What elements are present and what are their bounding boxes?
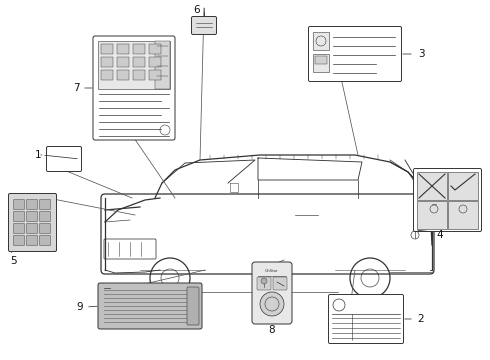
FancyBboxPatch shape [192, 17, 217, 35]
FancyBboxPatch shape [117, 57, 129, 67]
FancyBboxPatch shape [117, 70, 129, 80]
FancyBboxPatch shape [26, 212, 38, 221]
FancyBboxPatch shape [40, 224, 50, 234]
FancyBboxPatch shape [47, 147, 81, 171]
FancyBboxPatch shape [117, 44, 129, 54]
Text: 4: 4 [437, 230, 443, 240]
FancyBboxPatch shape [149, 57, 161, 67]
FancyBboxPatch shape [309, 27, 401, 81]
FancyBboxPatch shape [101, 57, 113, 67]
FancyBboxPatch shape [417, 172, 447, 200]
FancyBboxPatch shape [101, 70, 113, 80]
FancyBboxPatch shape [98, 41, 170, 89]
FancyBboxPatch shape [417, 201, 447, 229]
FancyBboxPatch shape [101, 44, 113, 54]
FancyBboxPatch shape [40, 212, 50, 221]
FancyBboxPatch shape [414, 168, 482, 231]
FancyBboxPatch shape [26, 199, 38, 210]
FancyBboxPatch shape [149, 44, 161, 54]
FancyBboxPatch shape [273, 277, 287, 290]
FancyBboxPatch shape [252, 262, 292, 324]
FancyBboxPatch shape [26, 224, 38, 234]
FancyBboxPatch shape [40, 235, 50, 246]
FancyBboxPatch shape [26, 235, 38, 246]
Text: 5: 5 [10, 256, 16, 266]
Text: 8: 8 [269, 325, 275, 335]
FancyBboxPatch shape [14, 199, 24, 210]
Text: 9: 9 [77, 302, 83, 312]
Text: 1: 1 [35, 150, 41, 160]
FancyBboxPatch shape [133, 44, 145, 54]
Text: OnStar: OnStar [265, 269, 279, 273]
Circle shape [261, 278, 267, 284]
Text: 6: 6 [194, 5, 200, 15]
FancyBboxPatch shape [40, 199, 50, 210]
FancyBboxPatch shape [448, 172, 478, 200]
FancyBboxPatch shape [14, 212, 24, 221]
FancyBboxPatch shape [8, 194, 56, 252]
FancyBboxPatch shape [133, 70, 145, 80]
Text: 2: 2 [417, 314, 424, 324]
Text: 3: 3 [417, 49, 424, 59]
Text: 7: 7 [73, 83, 79, 93]
FancyBboxPatch shape [133, 57, 145, 67]
FancyBboxPatch shape [14, 235, 24, 246]
FancyBboxPatch shape [149, 70, 161, 80]
FancyBboxPatch shape [315, 56, 327, 64]
FancyBboxPatch shape [257, 277, 271, 290]
FancyBboxPatch shape [155, 41, 170, 89]
FancyBboxPatch shape [93, 36, 175, 140]
Circle shape [260, 292, 284, 316]
FancyBboxPatch shape [313, 32, 329, 50]
FancyBboxPatch shape [448, 201, 478, 229]
FancyBboxPatch shape [14, 224, 24, 234]
FancyBboxPatch shape [313, 54, 329, 72]
FancyBboxPatch shape [98, 283, 202, 329]
FancyBboxPatch shape [328, 294, 403, 343]
FancyBboxPatch shape [187, 287, 199, 325]
